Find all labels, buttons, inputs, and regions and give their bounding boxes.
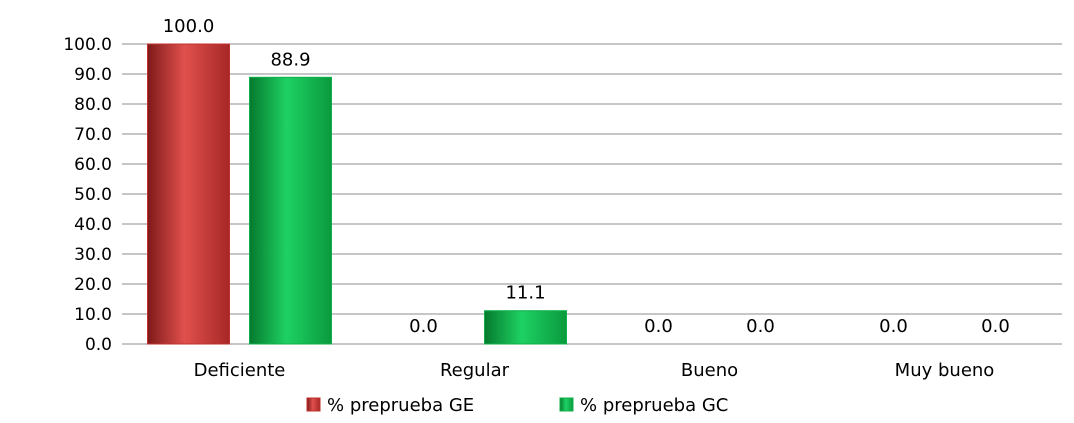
y-axis: 0.0 10.0 20.0 30.0 40.0 50.0 60.0 70.0 80.0 90.0 1… bbox=[63, 35, 112, 355]
bars bbox=[147, 43, 567, 345]
legend-label: % preprueba GC bbox=[580, 395, 728, 416]
legend-swatch bbox=[559, 397, 574, 412]
data-label: 0.0 bbox=[981, 316, 1010, 337]
legend: % preprueba GE % preprueba GC bbox=[306, 395, 728, 416]
y-tick-label: 70.0 bbox=[74, 125, 112, 145]
y-tick-label: 50.0 bbox=[74, 185, 112, 205]
y-tick-label: 10.0 bbox=[74, 305, 112, 325]
data-label: 0.0 bbox=[879, 316, 908, 337]
data-label: 100.0 bbox=[163, 16, 215, 37]
data-label: 0.0 bbox=[409, 316, 438, 337]
bar bbox=[147, 43, 230, 345]
legend-label: % preprueba GE bbox=[327, 395, 474, 416]
data-label: 0.0 bbox=[644, 316, 673, 337]
y-tick-label: 60.0 bbox=[74, 155, 112, 175]
y-tick-label: 20.0 bbox=[74, 275, 112, 295]
legend-swatch bbox=[306, 397, 321, 412]
data-label: 0.0 bbox=[746, 316, 775, 337]
y-tick-label: 80.0 bbox=[74, 95, 112, 115]
bar bbox=[249, 76, 332, 345]
category-label: Deficiente bbox=[194, 360, 286, 381]
category-label: Bueno bbox=[681, 360, 738, 381]
bar bbox=[484, 310, 567, 345]
y-tick-label: 40.0 bbox=[74, 215, 112, 235]
x-axis: Deficiente Regular Bueno Muy bueno bbox=[194, 360, 995, 381]
data-labels: 100.0 88.9 0.0 11.1 0.0 0.0 0.0 0.0 bbox=[163, 16, 1010, 337]
y-tick-label: 100.0 bbox=[63, 35, 112, 55]
category-label: Regular bbox=[440, 360, 510, 381]
data-label: 88.9 bbox=[270, 49, 310, 70]
y-tick-label: 30.0 bbox=[74, 245, 112, 265]
data-label: 11.1 bbox=[505, 283, 545, 304]
category-label: Muy bueno bbox=[895, 360, 995, 381]
y-tick-label: 0.0 bbox=[85, 335, 112, 355]
y-tick-label: 90.0 bbox=[74, 65, 112, 85]
